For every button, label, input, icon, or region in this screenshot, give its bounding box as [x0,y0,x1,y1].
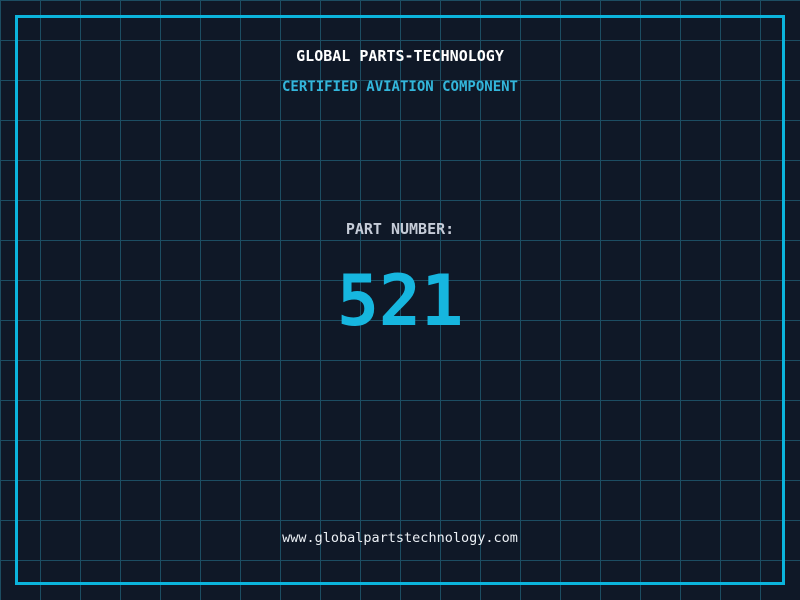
company-title: GLOBAL PARTS-TECHNOLOGY [296,47,504,65]
part-number-value: 521 [336,260,464,342]
part-number-label: PART NUMBER: [345,220,455,238]
certification-subtitle: CERTIFIED AVIATION COMPONENT [281,79,518,95]
website-url: www.globalpartstechnology.com [282,530,518,546]
frame-border [15,15,785,585]
